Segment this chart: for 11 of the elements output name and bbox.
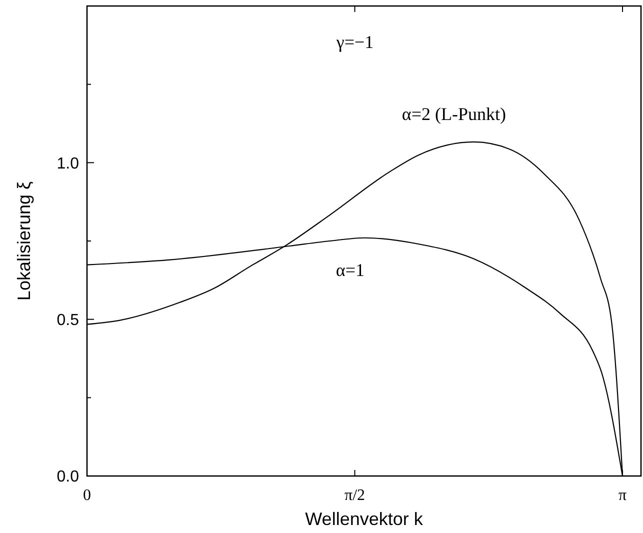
y-tick-label: 0.5	[56, 312, 80, 329]
x-tick-label: π/2	[344, 487, 366, 504]
x-tick-label: 0	[83, 487, 91, 504]
x-tick-label: π	[618, 487, 627, 504]
x-axis-title: Wellenvektor k	[305, 509, 424, 529]
series-label: α=1	[336, 260, 364, 280]
annotation: γ=−1	[335, 32, 374, 52]
series-label: α=2 (L-Punkt)	[402, 104, 506, 124]
y-tick-label: 1.0	[56, 155, 80, 172]
y-tick-label: 0.0	[56, 468, 80, 486]
y-axis-title: Lokalisierung ξ	[14, 181, 34, 301]
